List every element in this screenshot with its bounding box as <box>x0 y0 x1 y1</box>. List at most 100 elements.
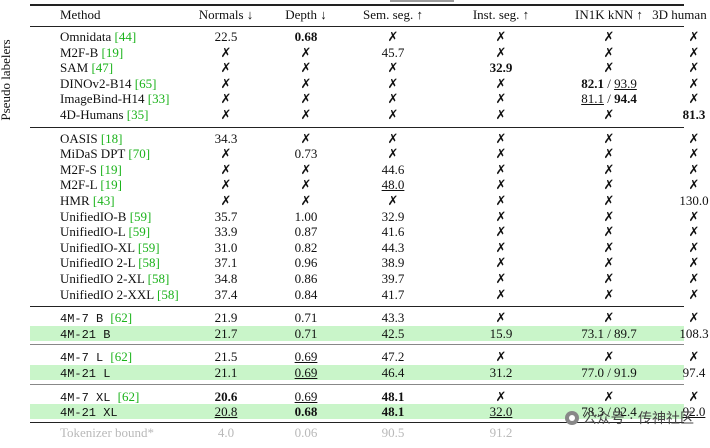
knn-value: ✗ <box>603 255 615 271</box>
knn-top5: 93.9 <box>614 75 637 91</box>
instseg-cell: 32.9 <box>448 60 554 76</box>
depth-cell: 0.68 <box>274 404 338 420</box>
kp-cell: 97.4 <box>644 365 710 381</box>
col-method: Method <box>60 7 101 22</box>
citation: [33] <box>147 91 170 107</box>
method-name: UnifiedIO-XL <box>60 239 138 255</box>
method-name: M2F-B <box>60 44 102 60</box>
normals-cell-value: 22.5 <box>214 29 238 44</box>
method-name: 4M-21 L <box>60 367 111 381</box>
kp-value: ✗ <box>688 161 700 177</box>
kp-value: ✗ <box>688 388 700 404</box>
kp-cell: ✗ <box>644 146 710 162</box>
wechat-icon <box>564 411 579 425</box>
method-cell: 4M-21 B <box>60 326 110 342</box>
kp-value: ✗ <box>688 239 700 255</box>
instseg-cell-value: ✗ <box>495 146 507 162</box>
instseg-cell: ✗ <box>448 389 554 405</box>
col-knn: IN1K kNN ↑ <box>575 7 643 22</box>
semseg-cell: ✗ <box>338 76 448 92</box>
col-kp: 3D human KP ↓ <box>652 7 710 22</box>
semseg-cell-value: 46.4 <box>381 365 405 380</box>
table-row: Omnidata [44] 22.5 0.68 ✗ ✗ ✗ ✗ <box>30 29 699 45</box>
semseg-cell-value: ✗ <box>387 130 399 146</box>
knn-cell: ✗ <box>554 107 664 123</box>
kp-value: 81.3 <box>682 107 706 122</box>
citation: [70] <box>128 146 151 162</box>
instseg-cell: ✗ <box>448 310 554 326</box>
subsection-rule <box>30 383 684 385</box>
section-rule <box>30 126 684 128</box>
method-name: 4M-7 B <box>60 312 111 327</box>
table-row: DINOv2-B14 [65] ✗ ✗ ✗ ✗ 82.1 / 93.9 ✗ <box>30 75 699 92</box>
normals-cell-value: ✗ <box>220 107 232 122</box>
depth-cell-value: 0.71 <box>294 310 318 326</box>
normals-cell-value: ✗ <box>220 146 232 162</box>
kp-value: ✗ <box>688 91 700 107</box>
kp-cell: 108.3 <box>644 326 710 342</box>
instseg-cell: ✗ <box>448 240 554 256</box>
normals-cell: 21.7 <box>178 326 274 342</box>
depth-cell: 0.69 <box>274 389 338 405</box>
instseg-cell-value: ✗ <box>495 224 507 240</box>
instseg-cell-value: ✗ <box>495 286 507 302</box>
kp-cell: ✗ <box>644 310 710 326</box>
knn-value: ✗ <box>603 29 615 44</box>
normals-cell-value: ✗ <box>220 44 232 60</box>
kp-value: ✗ <box>688 271 700 286</box>
semseg-cell-value: ✗ <box>387 75 399 91</box>
normals-cell: 20.8 <box>178 404 274 420</box>
table-row: SAM [47] ✗ ✗ ✗ 32.9 ✗ ✗ <box>30 60 699 76</box>
method-cell: 4M-7 XL [62] <box>60 389 139 405</box>
normals-cell-value: ✗ <box>220 161 232 177</box>
knn-value: ✗ <box>603 208 615 224</box>
normals-cell: ✗ <box>178 162 274 178</box>
col-normals: Normals ↓ <box>198 7 254 22</box>
semseg-cell-value: 32.9 <box>381 208 405 224</box>
method-cell: UnifiedIO-B [59] <box>60 209 151 225</box>
method-cell: M2F-L [19] <box>60 177 122 193</box>
bound-d: 0.06 <box>294 424 318 440</box>
normals-cell: ✗ <box>178 91 274 107</box>
normals-cell: 34.3 <box>178 131 274 147</box>
depth-cell: ✗ <box>274 193 338 209</box>
depth-cell: ✗ <box>274 177 338 193</box>
normals-cell-value: ✗ <box>220 60 232 76</box>
instseg-cell: 31.2 <box>448 365 554 381</box>
method-cell: MiDaS DPT [70] <box>60 146 150 162</box>
instseg-cell-value: ✗ <box>495 130 507 146</box>
instseg-cell: 15.9 <box>448 326 554 342</box>
kp-value: ✗ <box>688 349 700 365</box>
top-rule <box>30 4 684 6</box>
depth-cell-value: 0.73 <box>294 146 318 162</box>
depth-cell-value: ✗ <box>300 75 312 91</box>
knn-value: ✗ <box>603 310 615 326</box>
depth-cell: 0.84 <box>274 287 338 303</box>
kp-value: 108.3 <box>679 325 709 341</box>
kp-value: ✗ <box>688 310 700 326</box>
knn-cell: 78.3 / 92.4 <box>554 404 664 420</box>
citation: [19] <box>101 44 124 60</box>
depth-cell: ✗ <box>274 91 338 107</box>
depth-cell: ✗ <box>274 107 338 123</box>
instseg-cell-value: ✗ <box>495 310 507 326</box>
watermark-text: 公众号 · 传神社区 <box>582 411 694 427</box>
normals-cell-value: ✗ <box>220 193 232 208</box>
knn-top1: 81.1 <box>581 91 604 107</box>
normals-cell-value: 20.6 <box>214 388 238 404</box>
normals-cell-value: 21.1 <box>214 365 238 380</box>
instseg-cell-value: 15.9 <box>489 325 513 341</box>
table-row: M2F-S [19] ✗ ✗ 44.6 ✗ ✗ ✗ <box>30 161 699 178</box>
knn-value: ✗ <box>603 161 615 177</box>
depth-cell-value: ✗ <box>300 107 312 122</box>
citation: [18] <box>100 130 123 146</box>
depth-cell-value: ✗ <box>300 60 312 76</box>
instseg-cell: ✗ <box>448 131 554 147</box>
kp-value: 97.4 <box>682 365 706 380</box>
knn-value: ✗ <box>603 130 615 146</box>
method-name: 4M-21 XL <box>60 406 118 421</box>
knn-sep: / <box>603 91 615 107</box>
kp-value: 92.0 <box>682 404 706 420</box>
knn-cell: ✗ <box>554 146 664 162</box>
method-name: DINOv2-B14 <box>60 75 135 91</box>
